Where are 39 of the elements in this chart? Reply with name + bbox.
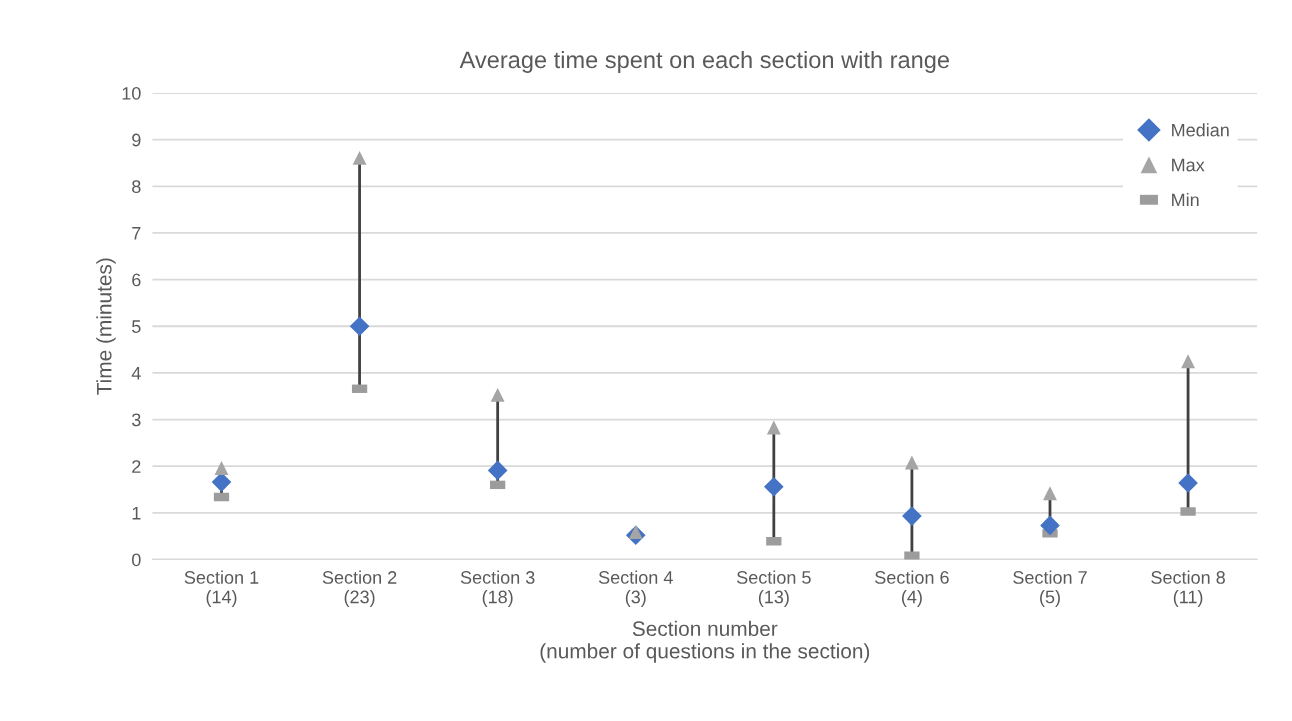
legend-label: Max (1172, 158, 1205, 172)
y-tick-label: 10 (122, 86, 141, 100)
y-tick-label: 7 (132, 227, 141, 240)
y-tick-label: 4 (131, 367, 141, 380)
point (349, 316, 370, 337)
legend-label: Min (1172, 193, 1199, 207)
point (764, 476, 784, 497)
point (487, 460, 508, 481)
x-tick-label: Section 5 (13) (737, 570, 811, 607)
point (1181, 354, 1196, 369)
y-tick-label: 0 (132, 553, 141, 567)
point (904, 455, 919, 470)
y-tick-label: 1 (132, 506, 141, 520)
legend-label: Median (1172, 123, 1229, 137)
point (766, 420, 781, 435)
point (1043, 486, 1057, 501)
point (490, 387, 505, 402)
point (902, 506, 922, 526)
x-tick-label: Section 6 (4) (875, 570, 949, 607)
point (1040, 515, 1060, 536)
y-axis-title: Time (minutes) (96, 258, 116, 395)
x-tick-label: Section 1 (14) (184, 570, 259, 607)
x-tick-label: Section 3 (18) (460, 570, 535, 607)
y-tick-label: 5 (132, 320, 141, 333)
y-tick-label: 6 (132, 273, 141, 287)
point (352, 150, 367, 165)
x-axis-title: Section number (number of questions in the section) (540, 620, 870, 663)
chart-title: Average time spent on each section with range (459, 50, 949, 73)
y-tick-label: 9 (132, 133, 141, 147)
x-tick-label: Section 8 (11) (1151, 570, 1225, 607)
y-tick-label: 2 (132, 460, 141, 473)
point (1178, 473, 1198, 493)
x-tick-label: Section 7 (5) (1013, 570, 1087, 607)
y-tick-label: 8 (132, 180, 141, 194)
point (211, 472, 232, 492)
point (214, 461, 229, 476)
x-tick-label: Section 2 (23) (322, 570, 397, 607)
y-tick-label: 3 (131, 413, 141, 427)
x-tick-label: Section 4 (3) (598, 570, 673, 607)
